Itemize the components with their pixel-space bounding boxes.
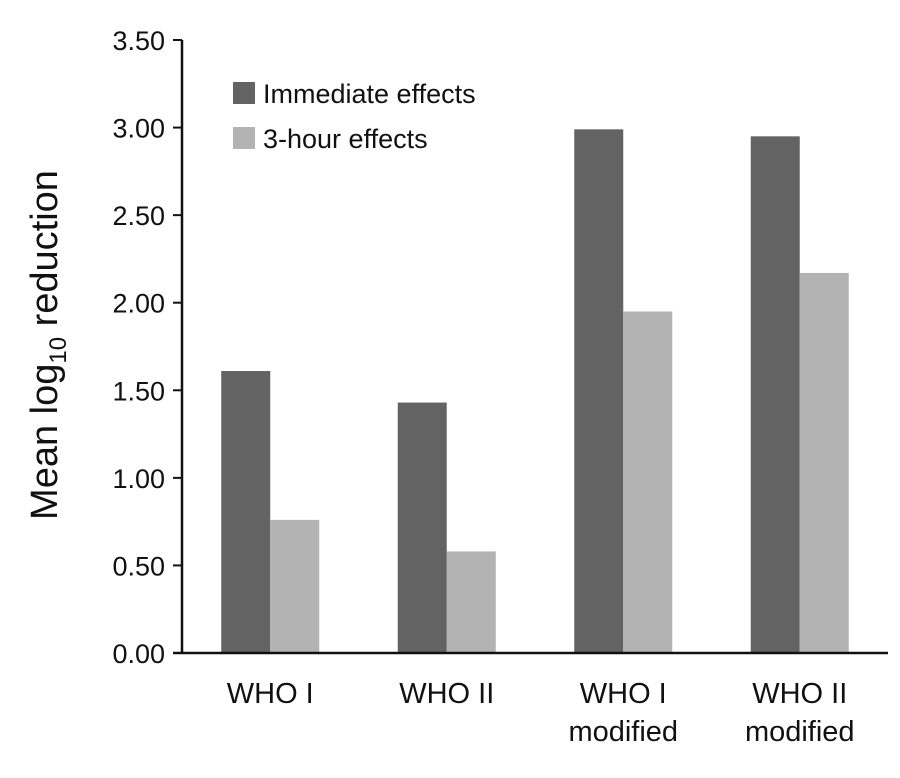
bar-3-hour [270,519,320,653]
x-tick-label: WHO I [227,678,314,710]
legend-swatch [233,127,255,149]
bar-immediate [574,129,624,653]
bar-immediate [397,402,447,653]
x-tick-label: WHO I [580,678,667,710]
x-tick-label: WHO II [752,678,847,710]
bar-immediate [750,136,800,654]
x-tick-label: modified [745,716,855,748]
y-tick-label: 0.50 [112,551,165,581]
y-tick-label: 0.00 [112,639,165,669]
y-axis-label-subscript: 10 [45,337,72,364]
y-axis-ticks: 0.00 0.50 1.00 1.50 2.00 2.50 3.00 3.50 [112,26,182,669]
y-axis-label: Mean log10 reduction [24,170,72,520]
y-axis-label-rest: reduction [24,170,66,337]
bar-3-hour [446,551,496,653]
legend-label: Immediate effects [263,79,476,109]
svg-text:Mean log10 reduction: Mean log10 reduction [24,170,72,520]
y-tick-label: 2.00 [112,289,165,319]
x-tick-label: WHO II [399,678,494,710]
x-axis-labels: WHO I WHO II WHO I modified WHO II modified [227,678,855,748]
legend: Immediate effects 3-hour effects [233,79,476,154]
bar-3-hour [799,272,849,653]
bars [221,129,849,654]
y-axis-label-main: Mean log [24,364,66,520]
axes [173,40,888,655]
y-tick-label: 2.50 [112,201,165,231]
y-tick-label: 1.00 [112,464,165,494]
legend-swatch [233,82,255,104]
y-tick-label: 3.00 [112,114,165,144]
bar-immediate [221,371,271,653]
y-tick-label: 3.50 [112,26,165,56]
legend-label: 3-hour effects [263,124,428,154]
bar-3-hour [623,311,673,653]
y-tick-label: 1.50 [112,376,165,406]
x-tick-label: modified [568,716,678,748]
